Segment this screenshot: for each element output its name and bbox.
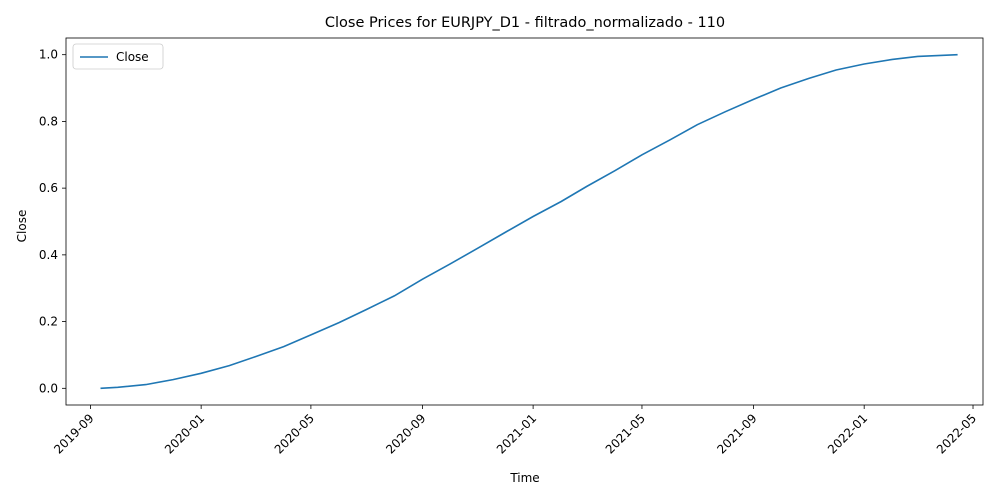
- y-tick-label: 0.2: [39, 315, 58, 329]
- y-tick-label: 0.8: [39, 114, 58, 128]
- legend-label: Close: [116, 50, 149, 64]
- axes-frame: [65, 37, 984, 406]
- y-tick-label: 0.6: [39, 181, 58, 195]
- plot-area: [65, 37, 984, 406]
- y-tick-label: 1.0: [39, 48, 58, 62]
- chart-title: Close Prices for EURJPY_D1 - filtrado_no…: [325, 15, 725, 31]
- y-axis: 0.0 0.2 0.4 0.6 0.8 1.0: [39, 48, 66, 395]
- y-tick-label: 0.0: [39, 381, 58, 395]
- series-line-close: [100, 53, 958, 390]
- y-tick-label: 0.4: [39, 248, 58, 262]
- y-axis-label: Close: [15, 210, 29, 243]
- legend-box: [72, 43, 164, 70]
- x-axis-label: Time: [509, 471, 539, 485]
- legend: Close: [72, 43, 164, 70]
